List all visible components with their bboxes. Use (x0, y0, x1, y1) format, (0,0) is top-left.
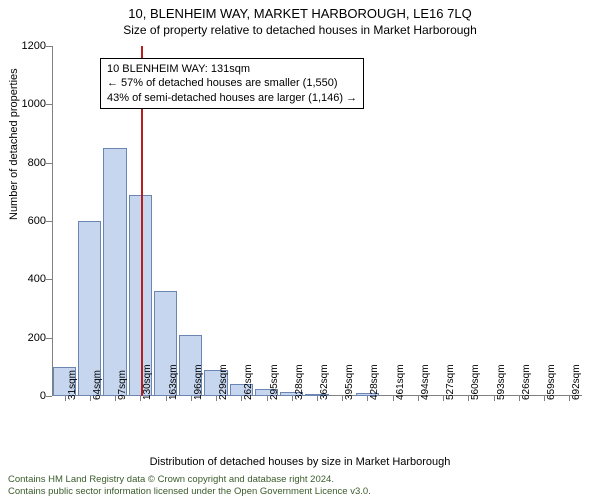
x-tick-label: 626sqm (521, 364, 532, 400)
x-tick-label: 97sqm (117, 370, 128, 400)
x-tick-mark (292, 396, 293, 401)
x-tick-mark (216, 396, 217, 401)
callout-line-1: 10 BLENHEIM WAY: 131sqm (107, 62, 357, 76)
x-tick-mark (140, 396, 141, 401)
x-tick-mark (317, 396, 318, 401)
y-tick-mark (46, 396, 52, 397)
x-tick-label: 362sqm (319, 364, 330, 400)
x-tick-mark (544, 396, 545, 401)
x-tick-mark (468, 396, 469, 401)
footer-line-1: Contains HM Land Registry data © Crown c… (8, 474, 371, 486)
x-tick-label: 130sqm (142, 364, 153, 400)
footer-attribution: Contains HM Land Registry data © Crown c… (8, 474, 371, 498)
x-tick-mark (65, 396, 66, 401)
x-tick-label: 428sqm (369, 364, 380, 400)
x-tick-label: 196sqm (193, 364, 204, 400)
x-tick-mark (367, 396, 368, 401)
page-title: 10, BLENHEIM WAY, MARKET HARBOROUGH, LE1… (0, 0, 600, 21)
y-tick-mark (46, 279, 52, 280)
callout-box: 10 BLENHEIM WAY: 131sqm ← 57% of detache… (100, 58, 364, 109)
histogram-bar (103, 148, 126, 396)
x-tick-label: 659sqm (546, 364, 557, 400)
x-axis-label: Distribution of detached houses by size … (0, 456, 600, 468)
x-tick-label: 262sqm (243, 364, 254, 400)
x-tick-label: 64sqm (92, 370, 103, 400)
page-subtitle: Size of property relative to detached ho… (0, 21, 600, 41)
x-tick-mark (418, 396, 419, 401)
x-tick-mark (519, 396, 520, 401)
x-tick-mark (393, 396, 394, 401)
y-axis-label: Number of detached properties (8, 68, 20, 220)
x-tick-label: 560sqm (470, 364, 481, 400)
x-tick-mark (115, 396, 116, 401)
x-tick-label: 494sqm (420, 364, 431, 400)
x-tick-label: 593sqm (496, 364, 507, 400)
x-tick-label: 229sqm (218, 364, 229, 400)
x-tick-label: 527sqm (445, 364, 456, 400)
x-tick-mark (267, 396, 268, 401)
x-tick-label: 395sqm (344, 364, 355, 400)
x-tick-mark (342, 396, 343, 401)
y-tick-mark (46, 221, 52, 222)
x-tick-mark (494, 396, 495, 401)
x-tick-label: 31sqm (67, 370, 78, 400)
callout-line-2: ← 57% of detached houses are smaller (1,… (107, 76, 357, 90)
x-tick-mark (569, 396, 570, 401)
callout-line-3: 43% of semi-detached houses are larger (… (107, 91, 357, 105)
y-tick-mark (46, 338, 52, 339)
x-tick-mark (443, 396, 444, 401)
x-tick-mark (241, 396, 242, 401)
x-tick-label: 163sqm (168, 364, 179, 400)
x-tick-label: 461sqm (395, 364, 406, 400)
x-tick-label: 692sqm (571, 364, 582, 400)
x-tick-mark (191, 396, 192, 401)
x-tick-mark (90, 396, 91, 401)
x-tick-mark (166, 396, 167, 401)
footer-line-2: Contains public sector information licen… (8, 486, 371, 498)
x-tick-label: 295sqm (269, 364, 280, 400)
x-tick-label: 328sqm (294, 364, 305, 400)
y-axis-line (52, 46, 53, 396)
y-tick-mark (46, 104, 52, 105)
y-tick-mark (46, 46, 52, 47)
y-tick-mark (46, 163, 52, 164)
